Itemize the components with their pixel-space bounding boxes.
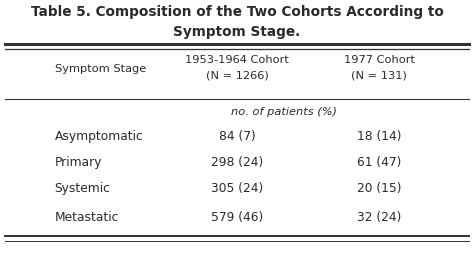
Text: Systemic: Systemic [55, 182, 110, 195]
Text: Symptom Stage.: Symptom Stage. [173, 25, 301, 39]
Text: 298 (24): 298 (24) [211, 156, 263, 169]
Text: Metastatic: Metastatic [55, 211, 119, 224]
Text: Symptom Stage: Symptom Stage [55, 64, 146, 74]
Text: 579 (46): 579 (46) [211, 211, 263, 224]
Text: 32 (24): 32 (24) [357, 211, 401, 224]
Text: 18 (14): 18 (14) [357, 130, 401, 143]
Text: (N = 1266): (N = 1266) [206, 70, 268, 80]
Text: 61 (47): 61 (47) [357, 156, 401, 169]
Text: no. of patients (%): no. of patients (%) [231, 107, 337, 116]
Text: 1977 Cohort: 1977 Cohort [344, 55, 415, 64]
Text: 84 (7): 84 (7) [219, 130, 255, 143]
Text: 305 (24): 305 (24) [211, 182, 263, 195]
Text: 20 (15): 20 (15) [357, 182, 401, 195]
Text: Asymptomatic: Asymptomatic [55, 130, 143, 143]
Text: 1953-1964 Cohort: 1953-1964 Cohort [185, 55, 289, 64]
Text: Table 5. Composition of the Two Cohorts According to: Table 5. Composition of the Two Cohorts … [30, 5, 444, 19]
Text: Primary: Primary [55, 156, 102, 169]
Text: (N = 131): (N = 131) [351, 70, 407, 80]
